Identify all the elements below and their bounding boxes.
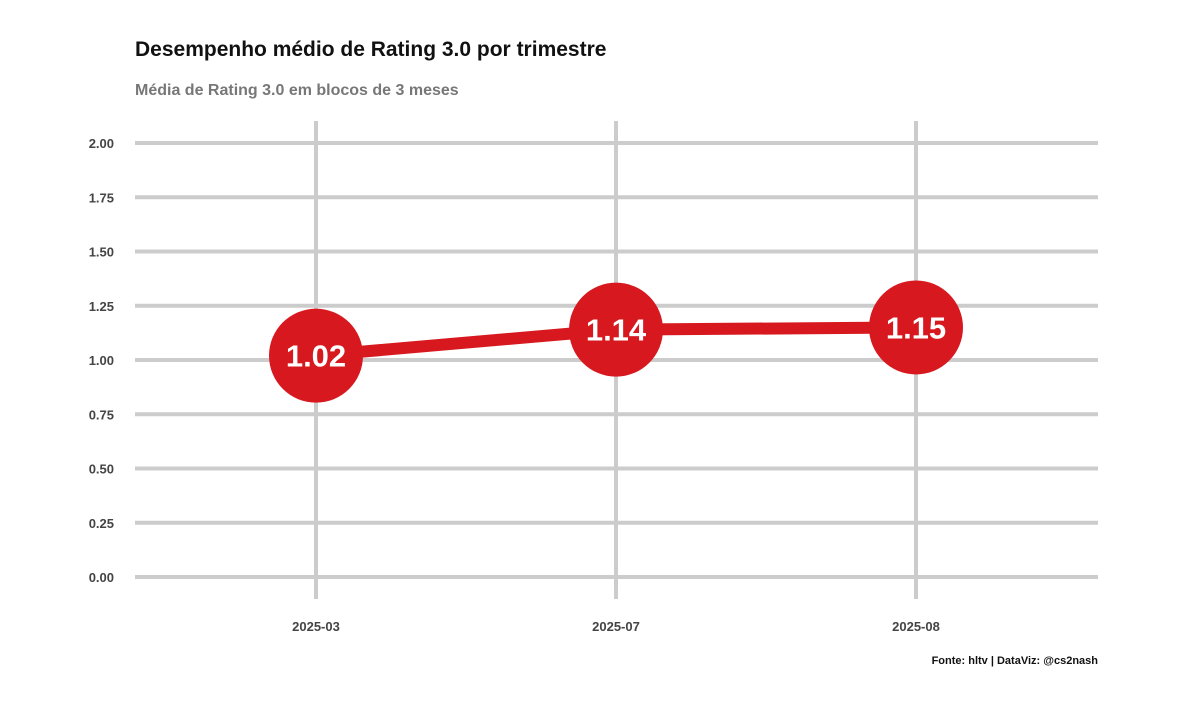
x-tick-label: 2025-03	[292, 619, 340, 634]
data-point	[569, 282, 663, 377]
data-point	[269, 308, 363, 403]
y-tick-label: 0.50	[89, 462, 114, 477]
data-label: 1.15	[886, 310, 946, 345]
x-axis: 2025-03 2025-07 2025-08	[292, 619, 940, 634]
chart-title: Desempenho médio de Rating 3.0 por trime…	[135, 38, 606, 61]
series: 1.02 1.14 1.15	[269, 280, 963, 403]
caption: Fonte: hltv | DataViz: @cs2nash	[932, 655, 1099, 667]
y-tick-label: 1.25	[89, 299, 114, 314]
y-axis: 0.00 0.25 0.50 0.75 1.00 1.25 1.50 1.75 2.00	[89, 136, 114, 585]
y-tick-label: 1.00	[89, 353, 114, 368]
y-tick-label: 1.50	[89, 245, 114, 260]
x-tick-label: 2025-07	[592, 619, 640, 634]
data-label: 1.02	[286, 339, 346, 374]
x-tick-label: 2025-08	[892, 619, 940, 634]
chart-subtitle: Média de Rating 3.0 em blocos de 3 meses	[135, 82, 459, 99]
data-point	[869, 280, 963, 375]
y-tick-label: 0.75	[89, 407, 114, 422]
data-label: 1.14	[586, 313, 647, 348]
y-tick-label: 1.75	[89, 190, 114, 205]
y-tick-label: 2.00	[89, 136, 114, 151]
y-tick-label: 0.25	[89, 516, 114, 531]
y-tick-label: 0.00	[89, 570, 114, 585]
